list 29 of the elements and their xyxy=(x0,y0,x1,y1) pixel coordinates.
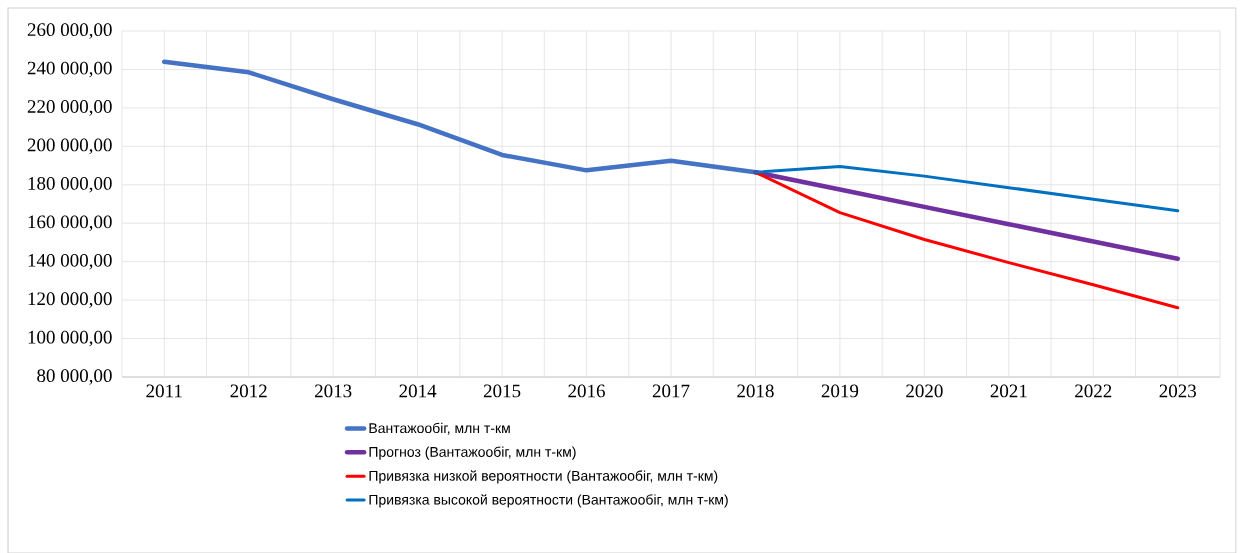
legend-label: Привязка высокой вероятности (Вантажообіг, млн т-км) xyxy=(369,494,728,508)
legend-label: Привязка низкой вероятности (Вантажообіг, млн т-км) xyxy=(369,470,718,484)
line-series xyxy=(753,165,1180,213)
y-tick-label: 160 000,00 xyxy=(28,215,112,231)
x-tick-label: 2016 xyxy=(568,384,605,398)
y-tick-label: 220 000,00 xyxy=(27,100,112,116)
x-tick-label: 2017 xyxy=(652,384,690,398)
x-tick-label: 2011 xyxy=(146,384,182,398)
x-tick-label: 2015 xyxy=(483,384,521,398)
x-tick-label: 2018 xyxy=(737,384,774,398)
y-tick-label: 100 000,00 xyxy=(28,330,112,347)
y-tick-label: 260 000,00 xyxy=(27,23,112,39)
x-tick-label: 2020 xyxy=(906,384,943,398)
x-tick-label: 2021 xyxy=(990,384,1027,398)
x-tick-label: 2022 xyxy=(1075,384,1112,398)
y-tick-label: 200 000,00 xyxy=(27,138,112,155)
y-tick-label: 120 000,00 xyxy=(28,292,112,308)
x-tick-label: 2023 xyxy=(1159,384,1197,398)
x-tick-label: 2013 xyxy=(314,384,352,398)
legend-label: Вантажообіг, млн т-км xyxy=(369,422,510,435)
y-tick-label: 80 000,00 xyxy=(37,369,112,385)
y-tick-label: 240 000,00 xyxy=(27,61,112,78)
x-tick-label: 2012 xyxy=(230,384,267,398)
y-tick-label: 180 000,00 xyxy=(28,177,112,193)
x-tick-label: 2014 xyxy=(399,384,437,398)
line-series xyxy=(753,170,1181,262)
legend-label: Прогноз (Вантажообіг, млн т-км) xyxy=(369,446,576,460)
y-tick-label: 140 000,00 xyxy=(28,253,112,270)
x-tick-label: 2019 xyxy=(821,384,859,398)
